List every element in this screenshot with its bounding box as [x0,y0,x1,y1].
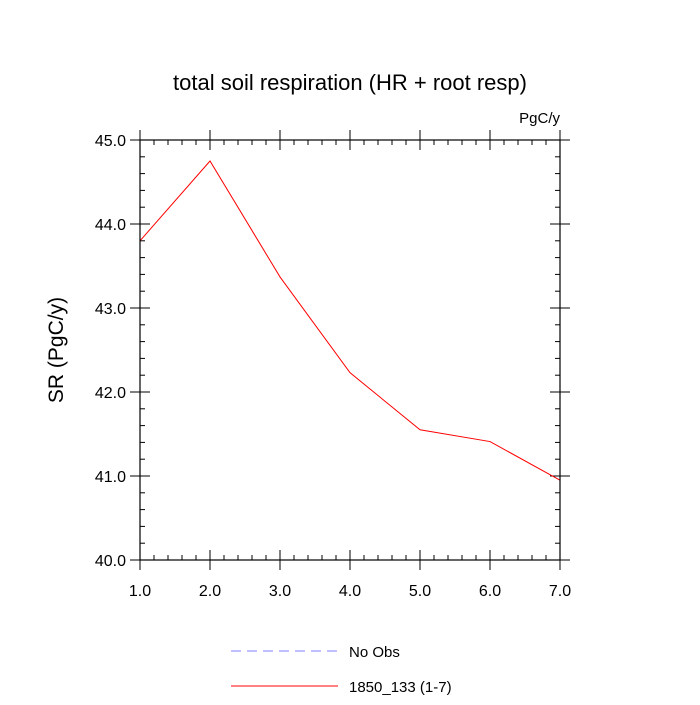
x-tick-label: 6.0 [479,583,501,600]
chart-units: PgC/y [519,110,560,127]
x-tick-label: 7.0 [549,583,571,600]
data-series [139,160,561,481]
plot-frame [139,139,561,561]
x-tick-label: 3.0 [269,583,291,600]
x-tick-label: 2.0 [199,583,221,600]
y-tick-label: 42.0 [95,385,126,402]
y-tick-label: 45.0 [95,133,126,150]
chart-title: total soil respiration (HR + root resp) [173,70,527,95]
y-tick-label: 41.0 [95,469,126,486]
series-line-1 [139,160,561,481]
y-axis-label: SR (PgC/y) [45,297,68,403]
y-tick-label: 44.0 [95,217,126,234]
y-tick-label: 43.0 [95,301,126,318]
x-tick-label: 4.0 [339,583,361,600]
y-tick-label: 40.0 [95,553,126,570]
legend: No Obs 1850_133 (1-7) [231,644,452,696]
x-tick-label: 1.0 [129,583,151,600]
axis-tick-labels: 1.0 2.0 3.0 4.0 5.0 6.0 7.0 40.0 41.0 42.0 43.0 44.… [95,133,571,600]
axis-ticks [130,130,570,570]
x-tick-label: 5.0 [409,583,431,600]
legend-label-1: 1850_133 (1-7) [349,679,452,696]
legend-label-0: No Obs [349,644,400,661]
